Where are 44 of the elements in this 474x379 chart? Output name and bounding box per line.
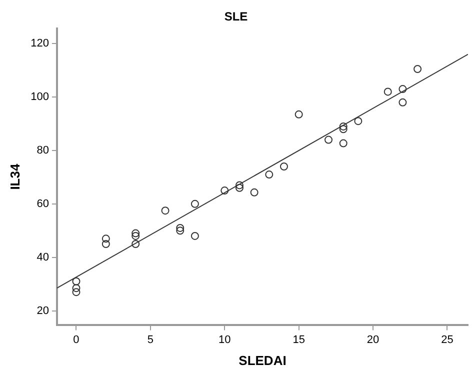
point: [265, 170, 274, 179]
point: [190, 200, 199, 208]
x-tick-label: 10: [218, 334, 231, 346]
point: [384, 88, 392, 96]
point: [324, 136, 333, 144]
y-tick-label: 20: [36, 304, 49, 317]
point: [132, 229, 140, 238]
point: [72, 284, 80, 292]
point: [190, 232, 199, 240]
x-tick-label: 0: [73, 334, 80, 346]
x-axis-title: SLEDAI: [238, 352, 286, 368]
chart-title: SLE: [224, 10, 248, 24]
point: [235, 184, 244, 192]
point: [176, 226, 184, 235]
y-tick-label: 80: [36, 144, 49, 157]
point: [235, 181, 244, 190]
y-tick-label: 60: [36, 198, 49, 210]
point: [132, 232, 140, 240]
point: [176, 224, 184, 232]
x-tick-label: 20: [366, 334, 380, 346]
point: [339, 125, 348, 134]
point: [339, 139, 348, 148]
point: [294, 110, 303, 118]
y-tick-label: 100: [30, 91, 49, 104]
point: [72, 288, 80, 296]
y-tick-label: 40: [36, 251, 49, 264]
point: [102, 234, 110, 243]
x-tick-label: 15: [292, 334, 305, 346]
point: [398, 85, 407, 94]
point: [72, 277, 80, 286]
point: [220, 186, 229, 195]
point: [161, 206, 170, 215]
x-tick-label: 5: [147, 334, 154, 346]
point: [354, 117, 362, 126]
y-axis-title: IL34: [7, 163, 22, 190]
point: [132, 240, 140, 248]
point: [280, 162, 288, 171]
point: [398, 98, 407, 106]
point: [339, 122, 348, 130]
point: [102, 240, 110, 248]
y-tick-label: 120: [30, 38, 49, 50]
point: [414, 65, 422, 74]
x-tick-label: 25: [441, 334, 454, 346]
point: [250, 188, 258, 196]
